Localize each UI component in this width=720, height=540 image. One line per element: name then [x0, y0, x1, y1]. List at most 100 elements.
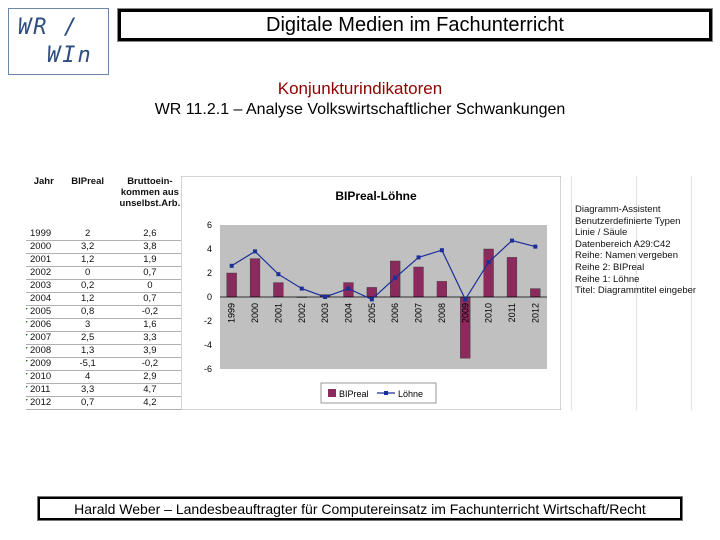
cell-year: 2009 — [26, 357, 62, 371]
cell-loehne: 1,9 — [113, 253, 186, 267]
y-tick-label: 6 — [207, 220, 212, 230]
cell-year: 2011 — [26, 383, 62, 397]
x-tick-label: 2009 — [460, 303, 470, 323]
cell-bipreal: 0 — [61, 266, 114, 280]
point-loehne-2010 — [486, 260, 491, 265]
comment-marker-icon — [26, 373, 28, 377]
logo: WR / WIn — [8, 8, 109, 75]
table-row: 2002 0 0,7 — [26, 266, 186, 280]
x-tick-label: 2007 — [414, 303, 424, 323]
legend-label-loehne: Löhne — [398, 389, 423, 399]
point-loehne-2000 — [253, 249, 258, 254]
point-loehne-2006 — [393, 275, 398, 280]
table-row: 2000 3,2 3,8 — [26, 240, 186, 254]
x-tick-label: 2006 — [390, 303, 400, 323]
cell-year: 2001 — [26, 253, 62, 267]
cell-bipreal: -5,1 — [61, 357, 114, 371]
slide-subtitle: Konjunkturindikatoren — [277, 79, 443, 98]
table-row: 2006 3 1,6 — [26, 318, 186, 332]
wizard-note-line: Reihe 2: BIPreal — [575, 261, 645, 273]
x-tick-label: 2010 — [484, 303, 494, 323]
cell-year: 2004 — [26, 292, 62, 306]
table-row: 2007 2,5 3,3 — [26, 331, 186, 345]
logo-text-top: WR / — [18, 15, 79, 40]
x-tick-label: 2000 — [250, 303, 260, 323]
y-tick-label: 2 — [207, 268, 212, 278]
cell-loehne: 4,7 — [113, 383, 186, 397]
cell-year: 2006 — [26, 318, 62, 332]
wizard-note-line: Reihe: Namen vergeben — [575, 250, 678, 262]
table-row: 2010 4 2,9 — [26, 370, 186, 384]
series-loehne-line — [231, 239, 536, 301]
bar-bipreal-2001 — [273, 282, 284, 298]
comment-marker-icon — [26, 308, 28, 312]
data-table: Jahr BIPreal Bruttoein- kommen aus unsel… — [26, 176, 186, 410]
cell-bipreal: 2,5 — [61, 331, 114, 345]
table-row: 2009 -5,1 -0,2 — [26, 357, 186, 371]
point-loehne-2002 — [299, 286, 304, 291]
spreadsheet-screenshot: Jahr BIPreal Bruttoein- kommen aus unsel… — [26, 176, 696, 410]
x-tick-label: 2003 — [320, 303, 330, 323]
x-tick-label: 2002 — [297, 303, 307, 323]
bar-bipreal-2000 — [249, 258, 261, 298]
wizard-note-line: Linie / Säule — [575, 227, 628, 239]
cell-loehne: 3,3 — [113, 331, 186, 345]
x-tick-label: 2001 — [273, 303, 283, 323]
cell-year: 2002 — [26, 266, 62, 280]
comment-marker-icon — [26, 360, 28, 364]
cell-bipreal: 0,7 — [61, 396, 114, 410]
wizard-note-line: Datenbereich A29:C42 — [575, 238, 671, 250]
point-loehne-2001 — [276, 272, 281, 277]
comment-marker-icon — [26, 386, 28, 390]
table-row: 2008 1,3 3,9 — [26, 344, 186, 358]
x-tick-label: 2012 — [530, 303, 540, 323]
legend-label-bipreal: BIPreal — [339, 389, 369, 399]
y-tick-label: 4 — [207, 244, 212, 254]
chart-title: BIPreal-Löhne — [335, 189, 417, 203]
chart: BIPreal-Löhne 6 4 2 0 -2 -4 -6 1999 2000 2001 200… — [181, 176, 561, 410]
comment-marker-icon — [26, 399, 28, 403]
table-row: 2003 0,2 0 — [26, 279, 186, 293]
x-tick-label: 2005 — [367, 303, 377, 323]
cell-bipreal: 1,2 — [61, 292, 114, 306]
point-loehne-2012 — [533, 244, 538, 249]
table-row: 2005 0,8 -0,2 — [26, 305, 186, 319]
cell-loehne: 0,7 — [113, 266, 186, 280]
cell-loehne: 0 — [113, 279, 186, 293]
cell-bipreal: 2 — [61, 228, 114, 241]
wizard-note-line: Titel: Diagrammtitel eingeben — [575, 285, 696, 297]
cell-loehne: 4,2 — [113, 396, 186, 410]
footer-text: Harald Weber – Landesbeauftragter für Co… — [40, 499, 680, 518]
point-loehne-2007 — [416, 255, 421, 260]
table-row: 2012 0,7 4,2 — [26, 396, 186, 410]
lesson-title: WR 11.2.1 – Analyse Volkswirtschaftliche… — [154, 101, 566, 118]
wizard-note-line: Reihe 1: Löhne — [575, 273, 640, 285]
y-tick-label: -4 — [204, 340, 212, 350]
point-loehne-1999 — [229, 263, 234, 268]
cell-loehne: 0,7 — [113, 292, 186, 306]
header-bipreal: BIPreal — [71, 176, 104, 187]
title-banner: Digitale Medien im Fachunterricht — [117, 8, 713, 42]
wizard-note-line: Diagramm-Assistent — [575, 204, 661, 215]
table-row: 2001 1,2 1,9 — [26, 253, 186, 267]
bar-bipreal-2007 — [413, 266, 424, 298]
bar-bipreal-2008 — [436, 281, 447, 298]
page-title: Digitale Medien im Fachunterricht — [121, 12, 709, 38]
bar-bipreal-2011 — [506, 257, 518, 298]
cell-bipreal: 0,2 — [61, 279, 114, 293]
y-tick-label: 0 — [207, 292, 212, 302]
y-tick-label: -2 — [204, 316, 212, 326]
cell-loehne: 1,6 — [113, 318, 186, 332]
table-row: 2004 1,2 0,7 — [26, 292, 186, 306]
cell-year: 2012 — [26, 396, 62, 410]
cell-year: 2007 — [26, 331, 62, 345]
header-bruttoeinkommen: Bruttoein- kommen aus unselbst.Arb. — [119, 176, 181, 209]
bar-bipreal-2010 — [483, 248, 494, 298]
cell-loehne: 3,9 — [113, 344, 186, 358]
comment-marker-icon — [26, 347, 28, 351]
comment-marker-icon — [26, 321, 28, 325]
cell-year: 2010 — [26, 370, 62, 384]
bar-bipreal-1999 — [226, 272, 237, 298]
bar-bipreal-2012 — [530, 288, 541, 298]
wizard-note-line: Benutzerdefinierte Typen — [575, 215, 681, 227]
